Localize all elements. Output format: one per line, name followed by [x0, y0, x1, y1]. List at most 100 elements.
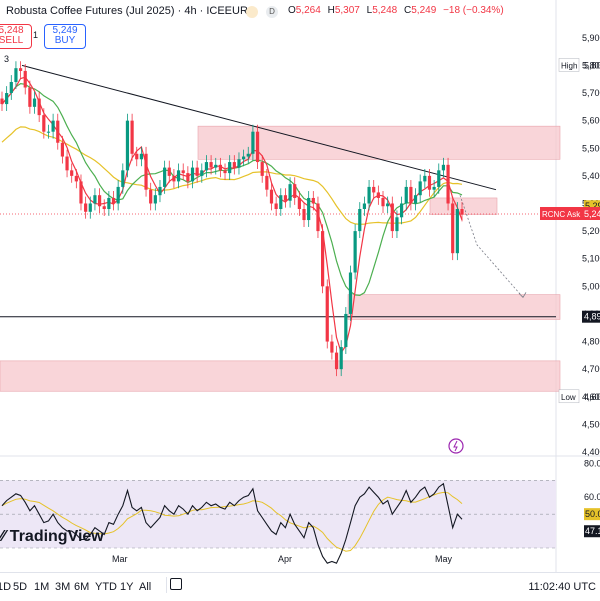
candle-body — [190, 167, 195, 182]
price-chart[interactable]: 5,9005,8005,7005,6005,5005,4005,3005,200… — [0, 0, 600, 572]
buy-label: BUY — [54, 35, 76, 46]
time-label: Apr — [278, 554, 292, 564]
candle-body — [88, 203, 92, 212]
candle — [358, 202, 362, 238]
candle — [130, 113, 134, 161]
ohlc-readout: O5,264 H5,307 L5,248 C5,249 −18 (−0.34%) — [288, 5, 504, 16]
candle-body — [97, 195, 102, 207]
candle — [5, 86, 9, 111]
candle — [325, 279, 329, 349]
candle — [362, 196, 367, 216]
zone-2 — [347, 294, 561, 320]
candle-body — [237, 159, 241, 168]
candle — [195, 160, 199, 183]
utc-clock[interactable]: 11:02:40 UTC — [528, 581, 596, 593]
candle-body — [293, 184, 297, 198]
candle — [116, 180, 120, 211]
candle — [344, 307, 348, 354]
candle-body — [381, 197, 385, 207]
sell-button[interactable]: 5,248 SELL — [0, 24, 32, 49]
candle — [279, 188, 283, 216]
candle-body — [65, 156, 69, 171]
candle-body — [153, 195, 157, 204]
line-tag: 4,89 — [584, 312, 600, 322]
candle — [330, 334, 334, 360]
candle-body — [265, 175, 269, 190]
symbol-title[interactable]: Robusta Coffee Futures (Jul 2025) · 4h ·… — [6, 5, 248, 17]
candle — [158, 180, 162, 203]
candle-body — [28, 87, 32, 107]
candle-body — [334, 352, 339, 370]
range-5d[interactable]: 5D — [13, 581, 28, 593]
range-3m[interactable]: 3M — [55, 581, 71, 593]
range-1m[interactable]: 1M — [34, 581, 50, 593]
ma-fast-line — [1, 76, 463, 354]
candle — [111, 191, 116, 211]
candle-body — [297, 197, 301, 210]
candle — [88, 196, 92, 219]
candle-body — [60, 142, 65, 157]
candle-body — [232, 162, 236, 168]
high-value: 5,307 — [334, 5, 360, 16]
candle-body — [176, 170, 181, 182]
trendline — [21, 64, 497, 191]
rsi-tag2: 47.1 — [585, 526, 600, 536]
candle — [223, 163, 227, 181]
candle — [228, 155, 232, 181]
candle-body — [418, 181, 422, 196]
range-ytd[interactable]: YTD — [95, 581, 117, 593]
candle — [135, 146, 139, 167]
candle — [42, 108, 46, 139]
candle — [218, 157, 222, 178]
high-label: High — [561, 61, 577, 70]
rsi-tick: 60.00 — [584, 492, 600, 502]
candle — [288, 177, 292, 208]
candle-body — [348, 272, 353, 314]
candle-body — [218, 164, 222, 171]
ma-slow-line — [1, 126, 463, 225]
buy-button[interactable]: 5,249 BUY — [44, 24, 86, 49]
candle-body — [172, 175, 176, 182]
price-tick: 4,500 — [582, 419, 600, 429]
candle — [121, 163, 125, 194]
candle-body — [432, 186, 436, 190]
projection-path — [459, 195, 524, 298]
range-all[interactable]: All — [139, 581, 152, 593]
candle — [172, 168, 176, 189]
candle — [56, 113, 60, 150]
candle — [14, 61, 18, 89]
candle — [125, 113, 130, 178]
candle-body — [130, 120, 134, 154]
ma-mid-line — [1, 82, 463, 297]
projection-arrow-icon — [518, 292, 527, 299]
candle — [200, 163, 204, 183]
candle-body — [302, 209, 306, 221]
ask-label: RCNC Ask — [542, 210, 581, 219]
candle-body — [372, 186, 376, 193]
candle — [181, 163, 185, 181]
sell-label: SELL — [0, 35, 24, 46]
price-tick: 5,500 — [582, 143, 600, 153]
candle — [334, 345, 339, 377]
chart-header: Robusta Coffee Futures (Jul 2025) · 4h ·… — [0, 0, 600, 22]
candle-body — [311, 197, 315, 204]
candle — [167, 160, 171, 183]
candle — [432, 180, 436, 197]
range-1y[interactable]: 1Y — [120, 581, 134, 593]
candle-body — [423, 175, 427, 182]
candle-body — [84, 203, 88, 212]
range-6m[interactable]: 6M — [74, 581, 90, 593]
ask-tag: 5,24 — [584, 209, 600, 219]
price-tick: 5,600 — [582, 116, 600, 126]
price-tick: 4,600 — [582, 392, 600, 402]
time-label: May — [435, 554, 453, 564]
candle-body — [413, 195, 418, 204]
calendar-icon[interactable] — [170, 578, 182, 590]
indicator-count: 3 — [4, 54, 10, 64]
candle-body — [23, 70, 27, 88]
candle — [316, 196, 320, 238]
candle-body — [255, 131, 260, 163]
range-1d[interactable]: 1D — [0, 581, 12, 593]
candle — [51, 113, 55, 139]
candle — [65, 149, 69, 178]
